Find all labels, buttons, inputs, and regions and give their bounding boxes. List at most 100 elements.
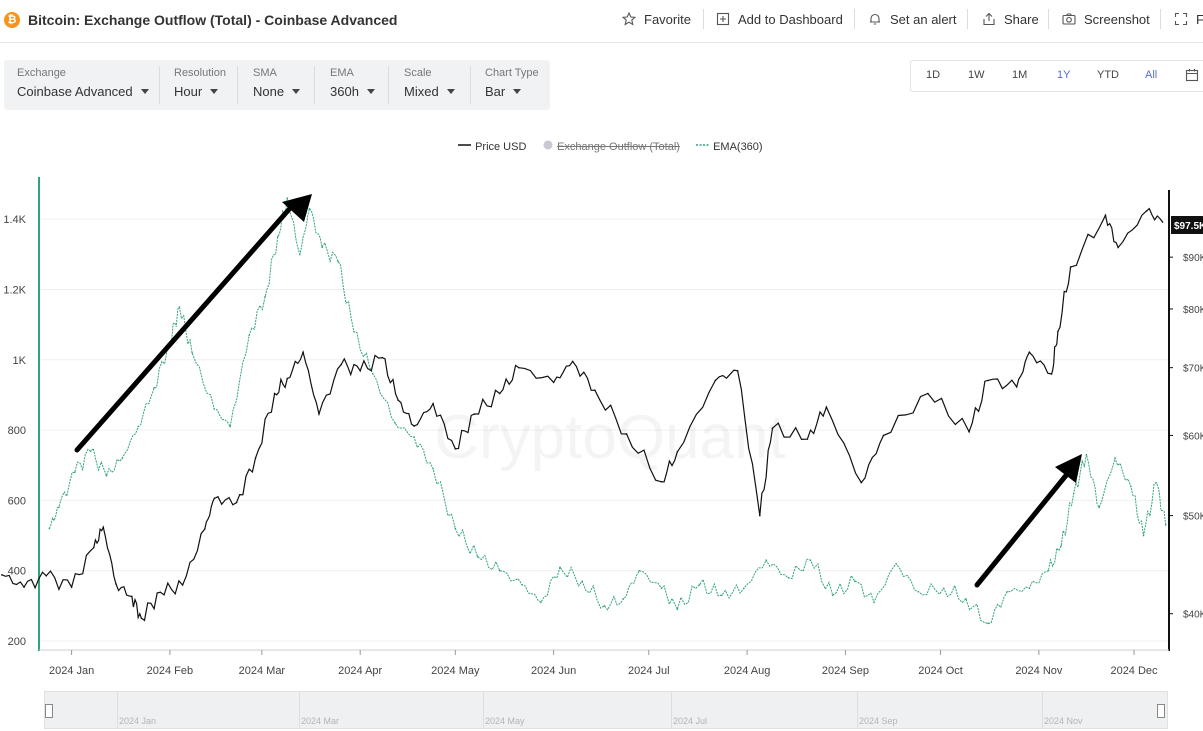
data-point xyxy=(340,363,342,366)
exchange-select[interactable]: Exchange Coinbase Advanced xyxy=(17,66,149,104)
data-point xyxy=(476,555,479,558)
legend-item-price[interactable]: Price USD xyxy=(458,140,526,153)
right-axis-tick-label: $70K xyxy=(1183,364,1203,375)
data-point xyxy=(571,360,574,363)
x-axis-tick-label: 2024 Sep xyxy=(822,665,869,677)
legend-item-ema[interactable]: EMA(360) xyxy=(696,140,763,153)
range-1y-button[interactable]: 1Y xyxy=(1057,69,1071,81)
x-axis-ticks: 2024 Jan 2024 Feb 2024 Mar 2024 Apr 2024 May… xyxy=(49,650,1158,677)
chart-navigator[interactable]: 2024 Jan 2024 Mar 2024 May 2024 Jul 2024… xyxy=(44,691,1168,729)
range-1d-button[interactable]: 1D xyxy=(926,69,941,81)
data-point xyxy=(765,559,767,561)
data-point xyxy=(273,392,276,395)
legend-label-ema: EMA(360) xyxy=(713,141,763,153)
data-point xyxy=(413,436,415,438)
data-point xyxy=(473,413,476,415)
fullscreen-button[interactable]: F xyxy=(1174,12,1203,27)
data-point xyxy=(159,591,162,594)
bell-icon xyxy=(868,12,882,26)
data-point xyxy=(105,474,108,477)
data-point xyxy=(394,422,396,424)
data-point xyxy=(854,580,856,583)
x-axis-tick-label: 2024 Oct xyxy=(918,665,963,677)
data-point xyxy=(676,451,679,453)
range-ytd-button[interactable]: YTD xyxy=(1097,69,1119,81)
chart-legend: Price USD Exchange Outflow (Total) EMA(3… xyxy=(0,140,1203,154)
share-icon xyxy=(982,12,996,26)
data-point xyxy=(625,433,628,435)
scale-select[interactable]: Scale Mixed xyxy=(404,66,455,104)
data-point xyxy=(860,481,863,484)
data-point xyxy=(720,594,723,597)
data-point xyxy=(115,583,117,585)
navigator-label: 2024 Nov xyxy=(1044,716,1083,726)
range-all-button[interactable]: All xyxy=(1145,69,1158,81)
data-point xyxy=(698,583,701,586)
data-point xyxy=(181,584,184,586)
favorite-button[interactable]: Favorite xyxy=(621,11,691,27)
data-point xyxy=(73,471,76,474)
data-point xyxy=(93,546,95,549)
right-axis-tick-label: $80K xyxy=(1183,305,1203,316)
annotation-arrow-2 xyxy=(974,454,1082,588)
navigator-label: 2024 Sep xyxy=(859,716,898,726)
screenshot-button[interactable]: Screenshot xyxy=(1062,12,1150,27)
data-point xyxy=(638,569,641,572)
page-title: Bitcoin: Exchange Outflow (Total) - Coin… xyxy=(28,12,398,28)
sma-select[interactable]: SMA None xyxy=(253,66,301,104)
top-bar: ₿ Bitcoin: Exchange Outflow (Total) - Co… xyxy=(0,0,1203,43)
left-axis-tick-label: 600 xyxy=(8,495,26,507)
data-point xyxy=(676,608,679,611)
legend-item-outflow[interactable]: Exchange Outflow (Total) xyxy=(542,140,680,153)
share-button[interactable]: Share xyxy=(982,12,1039,27)
set-alert-button[interactable]: Set an alert xyxy=(868,12,957,27)
left-axis-tick-label: 1K xyxy=(13,355,27,367)
data-point xyxy=(895,562,897,565)
data-point xyxy=(758,514,761,517)
bitcoin-logo-icon: ₿ xyxy=(4,12,20,28)
legend-dot-outflow-icon xyxy=(543,140,553,150)
data-point xyxy=(213,408,216,410)
data-point xyxy=(454,448,457,450)
data-point xyxy=(1114,457,1116,459)
data-point xyxy=(121,457,124,459)
data-point xyxy=(131,595,133,598)
navigator-label: 2024 May xyxy=(485,716,525,726)
data-point xyxy=(353,330,355,333)
add-to-dashboard-button[interactable]: Add to Dashboard xyxy=(716,12,843,27)
right-axis-tick-label: $60K xyxy=(1183,431,1203,442)
data-point xyxy=(1028,587,1031,590)
ema-select[interactable]: EMA 360h xyxy=(330,66,375,104)
fullscreen-label: F xyxy=(1196,12,1203,27)
data-point xyxy=(359,370,361,372)
navigator-right-handle[interactable] xyxy=(1157,704,1165,718)
data-point xyxy=(831,594,834,597)
resolution-select[interactable]: Resolution Hour xyxy=(174,66,226,104)
calendar-icon[interactable] xyxy=(1185,68,1199,87)
data-point xyxy=(397,399,400,402)
set-alert-label: Set an alert xyxy=(890,12,957,27)
data-point xyxy=(276,235,279,238)
sma-value: None xyxy=(253,84,285,99)
data-point xyxy=(917,590,920,593)
resolution-label: Resolution xyxy=(174,67,226,79)
data-point xyxy=(1050,373,1053,375)
data-point xyxy=(594,389,596,392)
range-1m-button[interactable]: 1M xyxy=(1012,69,1028,81)
data-point xyxy=(825,406,828,408)
navigator-left-handle[interactable] xyxy=(45,704,53,718)
x-axis-tick-label: 2024 May xyxy=(431,665,480,677)
x-axis-tick-label: 2024 Apr xyxy=(338,665,382,677)
data-point xyxy=(622,597,625,600)
range-1w-button[interactable]: 1W xyxy=(968,69,985,81)
time-range-selector: 1D 1W 1M 1Y YTD All xyxy=(910,60,1203,92)
chart-type-select[interactable]: Chart Type Bar xyxy=(485,66,539,104)
x-axis-tick-label: 2024 Feb xyxy=(147,665,193,677)
data-point xyxy=(299,253,301,256)
data-point xyxy=(1057,330,1059,333)
x-axis-tick-label: 2024 Dec xyxy=(1110,665,1158,677)
data-point xyxy=(987,622,989,625)
data-point xyxy=(229,425,231,428)
scale-value: Mixed xyxy=(404,84,439,99)
